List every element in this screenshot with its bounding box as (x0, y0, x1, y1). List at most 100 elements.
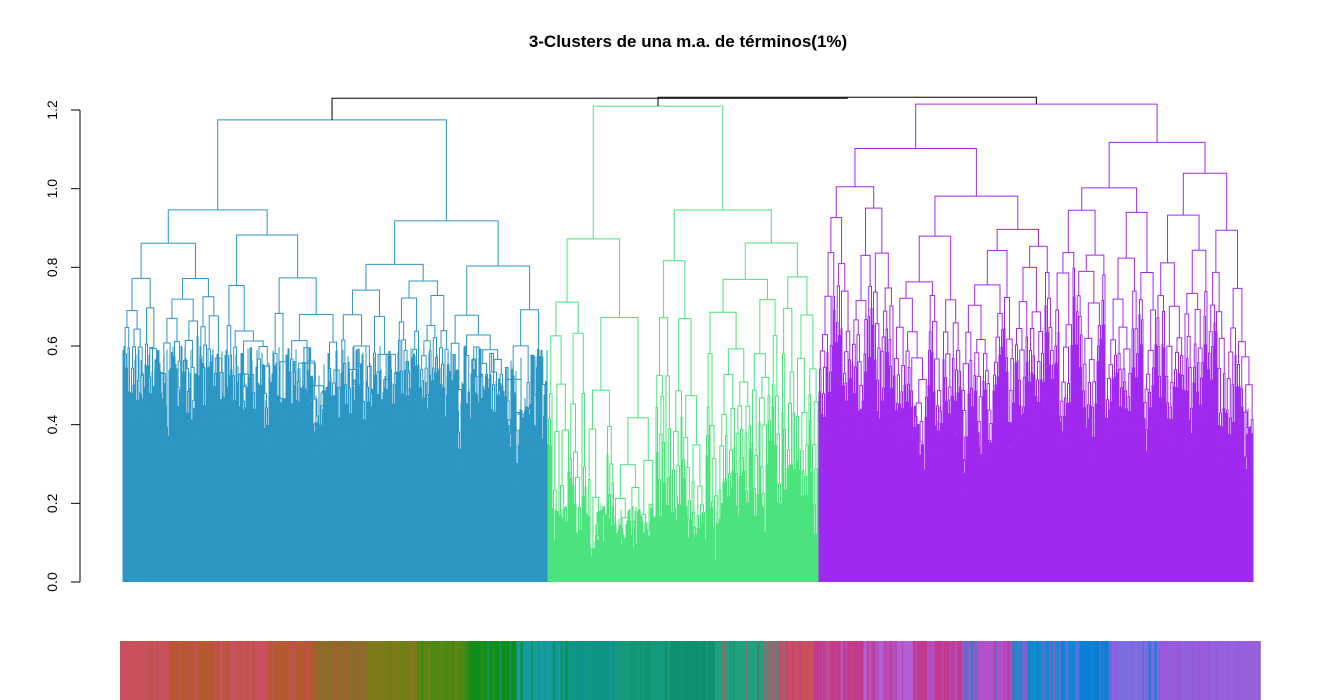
dendrogram-link (727, 348, 745, 383)
dendrogram-link (1092, 381, 1096, 408)
dendrogram-link (291, 340, 308, 364)
dendrogram-link (673, 431, 679, 470)
dendrogram-link (1120, 387, 1123, 408)
dendrogram-link (974, 284, 1001, 314)
y-tick-label: 0.4 (44, 415, 60, 435)
color-bar-stripe (1184, 641, 1187, 700)
color-bar-stripe (1102, 641, 1105, 700)
y-tick-label: 1.0 (44, 179, 60, 199)
dendrogram-link (827, 252, 835, 297)
dendrogram-link (570, 477, 573, 514)
color-bar-stripe (294, 641, 296, 700)
dendrogram-link (970, 387, 973, 409)
color-bar-stripe (366, 641, 370, 700)
color-bar-stripe (387, 641, 390, 700)
dendrogram-link (870, 307, 873, 336)
dendrogram-link (1162, 310, 1165, 348)
dendrogram-link (126, 309, 138, 330)
color-bar-stripe (1255, 641, 1259, 700)
dendrogram-link (1161, 344, 1164, 374)
color-bar-stripe (325, 641, 327, 700)
color-bar-stripe (1019, 641, 1021, 700)
color-bar-stripe (1003, 641, 1006, 700)
color-bar-stripe (1129, 641, 1132, 700)
dendrogram-link (924, 416, 927, 441)
dendrogram-link (800, 450, 804, 472)
dendrogram-link (574, 504, 577, 539)
color-bar-stripe (1239, 641, 1242, 700)
color-bar-stripe (953, 641, 956, 700)
color-bar-segment (566, 641, 617, 700)
dendrogram-link (421, 380, 424, 399)
color-bar-stripe (894, 641, 898, 700)
color-bar-stripe (888, 641, 892, 700)
color-bar-stripe (1142, 641, 1144, 700)
dendrogram-link (614, 524, 617, 555)
dendrogram-link (627, 417, 649, 465)
color-bar-stripe (890, 641, 894, 700)
color-bar-stripe (307, 641, 309, 700)
cluster-2-branches (547, 105, 819, 582)
color-bar-stripe (974, 641, 978, 700)
dendrogram-link (776, 433, 780, 484)
color-bar-segment (813, 641, 865, 700)
dendrogram-link (1131, 328, 1134, 368)
dendrogram-link (965, 331, 972, 364)
dendrogram-link (1050, 350, 1054, 366)
dendrogram-link (692, 444, 701, 487)
color-bar-stripe (961, 641, 964, 700)
color-bar-stripe (640, 641, 642, 700)
color-bar-stripe (1258, 641, 1261, 700)
color-bar-stripe (1115, 641, 1117, 700)
dendrogram-link (934, 195, 1019, 237)
dendrogram-link (824, 295, 832, 346)
dendrogram-link (880, 350, 884, 389)
dendrogram-link (753, 353, 766, 390)
color-bar-stripe (315, 641, 319, 700)
dendrogram-link (852, 343, 856, 367)
color-bar-stripe (403, 641, 406, 700)
dendrogram-link (790, 464, 793, 484)
dendrogram-link (1207, 369, 1210, 397)
dendrogram-link (466, 265, 531, 316)
color-bar-stripe (709, 641, 711, 700)
dendrogram-link (1063, 346, 1069, 384)
color-bar-stripe (359, 641, 361, 700)
color-bar-stripe (553, 641, 557, 700)
dendrogram-link (793, 468, 796, 500)
color-bar-stripe (440, 641, 443, 700)
color-bar-stripe (481, 641, 483, 700)
dendrogram-link (691, 481, 695, 517)
dendrogram-link (662, 441, 665, 487)
color-bar-stripe (1168, 641, 1171, 700)
dendrogram-link (1167, 214, 1200, 263)
y-tick-label: 0.8 (44, 257, 60, 277)
dendrogram-link (1170, 381, 1174, 409)
color-bar-stripe (267, 641, 269, 700)
dendrogram-link (805, 444, 809, 481)
color-bar-stripe (1022, 641, 1025, 700)
dendrogram-link (795, 460, 798, 508)
dendrogram-link (954, 400, 957, 433)
color-bar-stripe (876, 641, 879, 700)
dendrogram-link (875, 323, 880, 360)
dendrogram-link (173, 356, 176, 376)
dendrogram-link (419, 387, 422, 403)
dendrogram-link (1051, 378, 1054, 409)
dendrogram-link (945, 299, 957, 333)
color-bar-stripe (647, 641, 651, 700)
color-bar-stripe (867, 641, 869, 700)
color-bar-stripe (271, 641, 274, 700)
dendrogram-link (1085, 254, 1105, 275)
color-bar-stripe (886, 641, 888, 700)
dendrogram-link (918, 235, 952, 300)
color-bar-stripe (633, 641, 635, 700)
color-bar-segment (516, 641, 567, 700)
dendrogram-link (1192, 382, 1195, 409)
color-bar-stripe (156, 641, 158, 700)
dendrogram-tree (122, 96, 1254, 582)
dendrogram-link (188, 320, 198, 341)
color-bar-stripe (1222, 641, 1226, 700)
dendrogram-link (659, 516, 662, 541)
color-bar-stripe (252, 641, 255, 700)
